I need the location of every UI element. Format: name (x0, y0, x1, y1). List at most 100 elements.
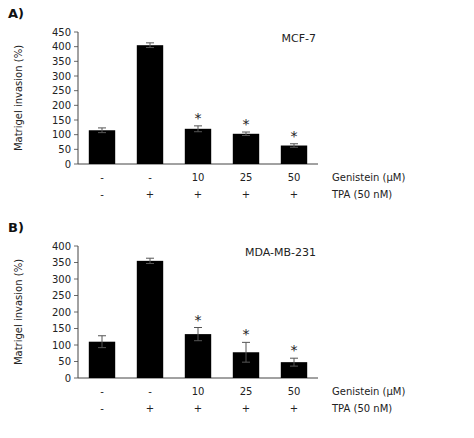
y-tick-label: 0 (65, 373, 71, 384)
y-tick (74, 361, 78, 362)
significance-star: * (195, 110, 202, 126)
x-tick-label-row2: + (242, 189, 250, 200)
error-bar (98, 336, 106, 348)
error-bar-cap (146, 47, 154, 48)
significance-star: * (291, 128, 298, 144)
row-label: Genistein (μM) (332, 386, 405, 397)
y-tick (74, 246, 78, 247)
y-axis-label: Matrigel invasion (%) (13, 45, 24, 151)
significance-star: * (243, 326, 250, 342)
y-tick-label: 150 (52, 115, 71, 126)
panel: 050100150200250300350400Matrigel invasio… (8, 220, 405, 414)
x-tick-label: - (148, 172, 152, 183)
y-tick-label: 200 (52, 100, 71, 111)
error-bar (242, 132, 250, 136)
y-tick-label: 400 (52, 41, 71, 52)
bar (281, 146, 307, 164)
y-tick-label: 450 (52, 27, 71, 38)
x-tick-label-row2: + (290, 403, 298, 414)
y-axis (78, 246, 79, 378)
error-bar-cap (194, 131, 202, 132)
x-tick-label: 50 (288, 172, 301, 183)
x-tick-label: 10 (192, 386, 205, 397)
error-bar-cap (290, 147, 298, 148)
x-tick-label-row2: + (146, 189, 154, 200)
y-tick (74, 120, 78, 121)
y-tick (74, 76, 78, 77)
bar (233, 134, 259, 164)
x-tick-label: 25 (240, 386, 253, 397)
y-axis-label: Matrigel invasion (%) (13, 259, 24, 365)
error-bar-cap (194, 340, 202, 341)
y-tick-label: 250 (52, 290, 71, 301)
y-tick-label: 300 (52, 71, 71, 82)
error-bar (242, 342, 250, 362)
error-bar-cap (146, 42, 154, 43)
cell-line-label: MCF-7 (282, 32, 316, 45)
x-tick-label: - (100, 386, 104, 397)
error-bar-cap (146, 263, 154, 264)
x-tick-label-row2: + (290, 189, 298, 200)
x-tick-label-row2: + (146, 403, 154, 414)
y-tick-label: 200 (52, 307, 71, 318)
cell-line-label: MDA-MB-231 (245, 246, 316, 259)
x-tick-label: - (148, 386, 152, 397)
y-tick-label: 250 (52, 85, 71, 96)
bar (185, 129, 211, 164)
error-bar (290, 144, 298, 148)
error-bar-cap (98, 132, 106, 133)
y-axis (78, 32, 79, 164)
error-bar (98, 128, 106, 133)
x-tick-label: - (100, 172, 104, 183)
error-bar (290, 358, 298, 366)
y-tick (74, 90, 78, 91)
y-tick-label: 100 (52, 340, 71, 351)
bar (89, 130, 115, 164)
y-tick (74, 378, 78, 379)
error-bar-line (198, 328, 199, 341)
error-bar-cap (242, 135, 250, 136)
error-bar-line (294, 358, 295, 366)
x-tick-label-row2: + (194, 403, 202, 414)
x-tick-label: 10 (192, 172, 205, 183)
y-tick-label: 300 (52, 274, 71, 285)
bar (89, 342, 115, 378)
y-tick (74, 134, 78, 135)
row-label: TPA (50 nM) (331, 189, 392, 200)
bar (137, 45, 163, 164)
y-tick (74, 295, 78, 296)
error-bar-cap (98, 347, 106, 348)
y-tick-label: 100 (52, 129, 71, 140)
panel-label: B) (8, 220, 24, 235)
x-tick-label-row2: + (242, 403, 250, 414)
y-tick-label: 50 (58, 144, 71, 155)
significance-star: * (243, 116, 250, 132)
error-bar-cap (146, 258, 154, 259)
y-tick (74, 345, 78, 346)
error-bar-cap (242, 362, 250, 363)
y-tick-label: 0 (65, 159, 71, 170)
x-tick-label-row2: - (100, 403, 104, 414)
x-tick-label: 50 (288, 386, 301, 397)
significance-star: * (195, 312, 202, 328)
bar (185, 334, 211, 378)
y-tick (74, 279, 78, 280)
error-bar (194, 126, 202, 132)
y-tick-label: 350 (52, 257, 71, 268)
error-bar (146, 258, 154, 263)
significance-star: * (291, 342, 298, 358)
error-bar-line (246, 342, 247, 362)
x-tick-label-row2: - (100, 189, 104, 200)
error-bar-cap (98, 127, 106, 128)
x-tick-label-row2: + (194, 189, 202, 200)
y-tick-label: 150 (52, 323, 71, 334)
error-bar-line (198, 126, 199, 132)
error-bar-cap (290, 366, 298, 367)
error-bar-line (150, 258, 151, 263)
error-bar-line (102, 336, 103, 348)
y-tick-label: 350 (52, 56, 71, 67)
y-tick (74, 262, 78, 263)
error-bar-line (294, 144, 295, 148)
y-tick (74, 164, 78, 165)
error-bar-line (246, 132, 247, 136)
